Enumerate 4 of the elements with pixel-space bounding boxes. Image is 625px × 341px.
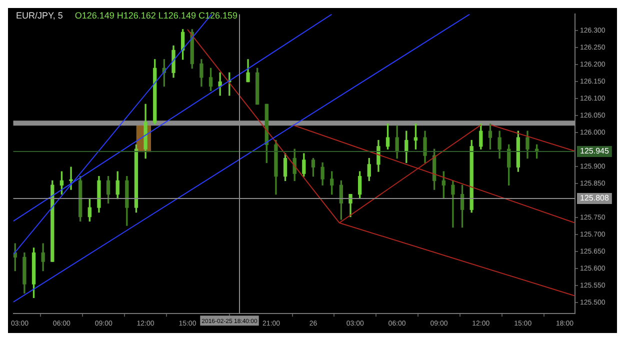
ref-line-label: 125.808 bbox=[580, 194, 610, 203]
annotation: O126.149 H126.162 L126.149 C126.159 bbox=[74, 10, 238, 20]
chart-title: EUR/JPY, 5 bbox=[16, 10, 63, 20]
ref-line-label: 125.945 bbox=[580, 146, 610, 156]
